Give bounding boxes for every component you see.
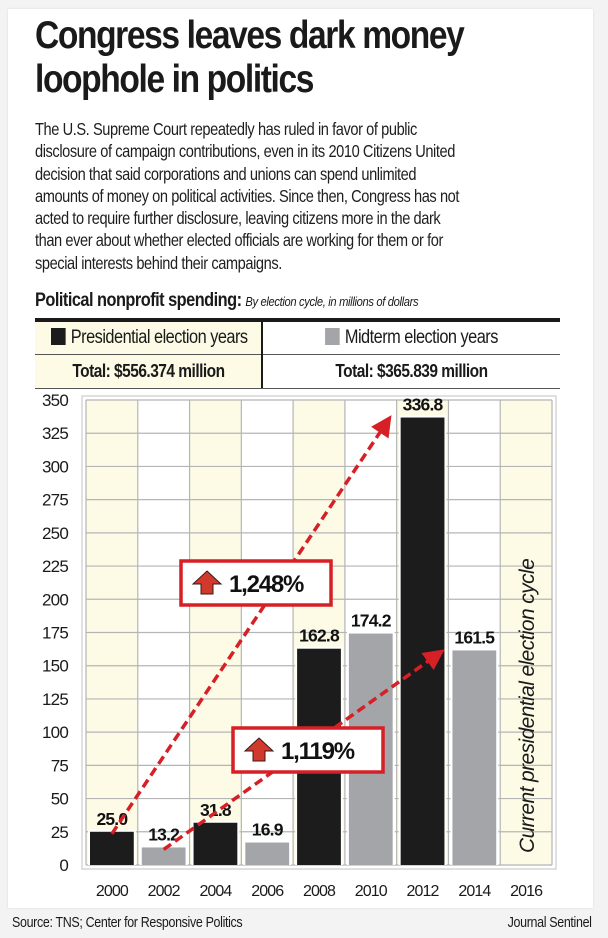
legend-presidential-total-row: Total: $556.374 million xyxy=(35,355,261,387)
y-tick-label: 175 xyxy=(42,624,68,643)
y-tick-label: 150 xyxy=(42,657,68,676)
y-tick-label: 125 xyxy=(42,690,68,709)
x-tick-label: 2010 xyxy=(355,883,388,900)
x-tick-label: 2012 xyxy=(407,883,440,900)
legend-presidential-label-wrap: Presidential election years xyxy=(51,322,248,354)
intro-line: decision that said corporations and unio… xyxy=(35,163,417,184)
growth-percent-label: 1,119% xyxy=(281,738,355,765)
value-label: 336.8 xyxy=(403,395,444,415)
headline: Congress leaves dark money loophole in p… xyxy=(35,14,517,102)
bar-midterm xyxy=(141,847,186,865)
y-tick-label: 50 xyxy=(51,790,69,809)
legend-presidential-row: Presidential election years xyxy=(35,322,261,355)
y-tick-label: 275 xyxy=(42,491,68,510)
intro-line: amounts of money on political activities… xyxy=(35,185,460,206)
y-tick-label: 25 xyxy=(51,823,69,842)
intro-line: disclosure of campaign contributions, ev… xyxy=(35,141,455,162)
y-tick-label: 325 xyxy=(42,424,68,443)
value-label: 25.0 xyxy=(96,809,128,829)
value-label: 161.5 xyxy=(454,627,495,647)
midterm-total: Total: $365.839 million xyxy=(335,361,488,381)
y-tick-label: 350 xyxy=(42,391,68,410)
legend-midterm: Midterm election years Total: $365.839 m… xyxy=(263,322,560,388)
x-tick-label: 2002 xyxy=(148,883,181,900)
presidential-total: Total: $556.374 million xyxy=(71,361,225,381)
intro-paragraph: The U.S. Supreme Court repeatedly has ru… xyxy=(35,118,569,274)
bar-presidential xyxy=(400,417,445,865)
bar-midterm xyxy=(245,842,290,865)
headline-line-2: loophole in politics xyxy=(35,58,314,101)
x-tick-label: 2016 xyxy=(510,883,543,900)
growth-percent-label: 1,248% xyxy=(229,571,304,598)
y-tick-label: 75 xyxy=(51,756,69,775)
y-tick-label: 0 xyxy=(59,856,68,875)
chart-title: Political nonprofit spending: xyxy=(35,290,242,311)
y-tick-label: 250 xyxy=(42,524,68,543)
up-arrow-icon xyxy=(243,737,275,762)
chart-subhead: Political nonprofit spending: By electio… xyxy=(35,290,419,312)
value-label: 162.8 xyxy=(299,626,340,646)
value-label: 13.2 xyxy=(148,824,180,844)
intro-line: The U.S. Supreme Court repeatedly has ru… xyxy=(35,119,417,139)
x-tick-label: 2006 xyxy=(251,883,284,900)
bar-presidential xyxy=(90,831,134,865)
value-label: 16.9 xyxy=(252,820,284,840)
intro-line: special interests behind their campaigns… xyxy=(35,252,282,273)
y-tick-label: 300 xyxy=(42,457,68,476)
headline-line-1: Congress leaves dark money xyxy=(35,14,465,57)
annotations: 1,248% 1,119% xyxy=(110,415,445,851)
intro-line: acted to require further disclosure, lea… xyxy=(35,208,441,229)
chart-subtitle: By election cycle, in millions of dollar… xyxy=(245,294,419,309)
bar-presidential xyxy=(193,822,238,865)
credit: Journal Sentinel xyxy=(508,915,592,931)
intro-line: than ever about whether elected official… xyxy=(35,230,443,251)
y-axis-ticks: 0 25 50 75 100 125 150 175 200 225 250 275 300 325 350 xyxy=(42,391,69,875)
presidential-swatch xyxy=(51,328,66,345)
x-tick-label: 2008 xyxy=(303,883,336,900)
midterm-swatch xyxy=(325,328,340,345)
x-tick-label: 2014 xyxy=(458,883,491,900)
bar-chart: 0 25 50 75 100 125 150 175 200 225 250 275 300 325 350… xyxy=(42,391,557,900)
legend-midterm-label: Midterm election years xyxy=(344,327,499,348)
bar-midterm xyxy=(452,650,497,865)
y-tick-label: 200 xyxy=(42,590,68,609)
legend-midterm-row: Midterm election years xyxy=(263,322,560,355)
up-arrow-icon xyxy=(191,570,223,595)
legend-midterm-label-wrap: Midterm election years xyxy=(325,322,498,354)
legend-table: Presidential election years Total: $556.… xyxy=(35,318,560,389)
column-note: Current presidential election cycle xyxy=(516,559,539,853)
x-axis-ticks: 2000 2002 2004 2006 2008 2010 2012 2014 2016 xyxy=(96,883,544,900)
legend-midterm-total-row: Total: $365.839 million xyxy=(263,355,560,387)
x-tick-label: 2004 xyxy=(199,883,232,900)
x-tick-label: 2000 xyxy=(96,883,129,900)
legend-presidential: Presidential election years Total: $556.… xyxy=(35,322,263,388)
y-tick-label: 225 xyxy=(42,557,68,576)
y-tick-label: 100 xyxy=(42,723,68,742)
growth-callout-box xyxy=(179,559,333,607)
value-label: 174.2 xyxy=(351,611,392,631)
legend-presidential-label: Presidential election years xyxy=(70,327,248,348)
source-note: Source: TNS; Center for Responsive Polit… xyxy=(12,915,243,931)
